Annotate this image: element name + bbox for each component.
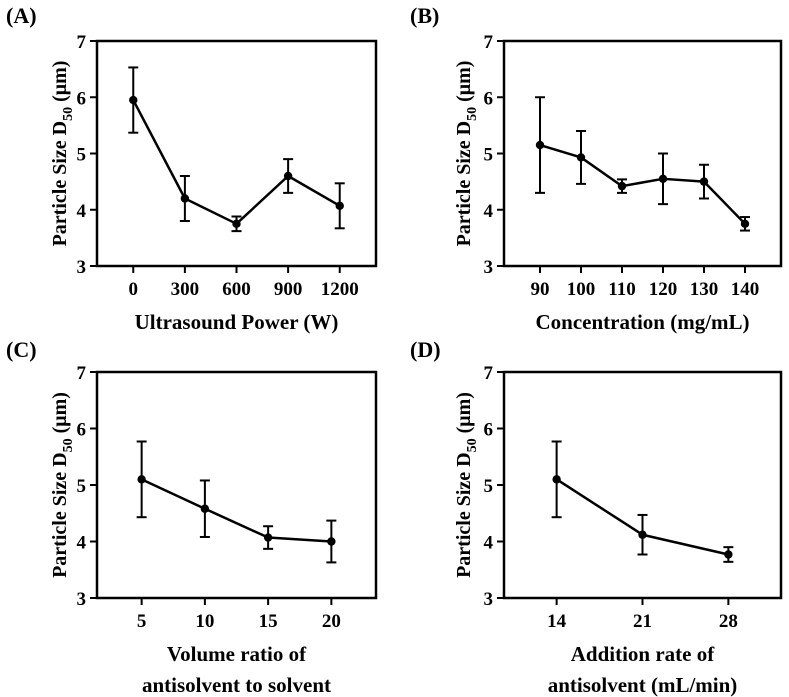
y-axis-title: Particle Size D50 (μm) <box>49 61 76 247</box>
x-tick-label: 140 <box>731 279 760 300</box>
plot-frame <box>95 370 378 600</box>
y-tick-label: 7 <box>77 32 87 53</box>
x-axis-title: antisolvent (mL/min) <box>548 673 738 697</box>
data-point <box>535 140 545 150</box>
y-axis-title-subscript: 50 <box>465 107 480 121</box>
series-line <box>539 143 746 225</box>
x-tick-label: 0 <box>129 279 139 300</box>
panel-label: (B) <box>410 3 439 28</box>
y-tick-label: 5 <box>484 145 494 166</box>
y-axis-title-subscript: 50 <box>61 107 76 121</box>
y-tick-label: 4 <box>77 201 87 222</box>
y-axis-title-main: Particle Size D <box>453 452 475 578</box>
y-tick-label: 5 <box>77 476 87 497</box>
data-point <box>724 550 733 559</box>
series-line <box>141 478 332 543</box>
y-tick-label: 3 <box>77 257 87 278</box>
x-tick-label: 5 <box>137 611 147 632</box>
y-axis-title: Particle Size D50 (μm) <box>453 392 480 578</box>
y-axis-title-unit: (μm) <box>453 61 475 107</box>
y-axis-title: Particle Size D50 (μm) <box>49 392 76 578</box>
data-point <box>129 95 138 105</box>
y-tick-label: 6 <box>484 88 494 109</box>
y-tick-label: 5 <box>484 476 494 497</box>
x-tick-label: 120 <box>649 279 678 300</box>
data-point <box>327 537 336 546</box>
plot-frame <box>502 39 783 268</box>
x-tick-label: 15 <box>259 611 278 632</box>
data-point <box>335 201 344 211</box>
x-tick-label: 1200 <box>321 279 359 300</box>
data-point <box>200 504 210 513</box>
y-tick-label: 7 <box>484 363 494 384</box>
x-tick-label: 14 <box>547 611 567 632</box>
x-tick-label: 600 <box>222 279 251 300</box>
y-axis-title-main: Particle Size D <box>49 121 71 247</box>
chart-panel-1: (A) 3 4 5 6 7 0 300 600 900 1200 Ultrasound Power (… <box>6 3 378 334</box>
chart-panel-2: (B) 3 4 5 6 7 90 100 110 120 130 140 Concentration (… <box>410 3 783 334</box>
y-tick-label: 3 <box>77 589 87 610</box>
data-point <box>283 171 293 181</box>
y-axis-title: Particle Size D50 (μm) <box>453 61 480 247</box>
data-point <box>552 475 561 484</box>
x-axis-title: Addition rate of <box>571 642 716 666</box>
y-tick-label: 4 <box>77 533 87 554</box>
data-point <box>576 153 586 162</box>
panel-label: (C) <box>6 337 37 362</box>
y-axis-title-subscript: 50 <box>61 438 76 452</box>
x-tick-label: 10 <box>195 611 214 632</box>
panel-label: (D) <box>410 337 441 362</box>
y-tick-label: 7 <box>484 32 494 53</box>
chart-panel-3: (C) 3 4 5 6 7 5 10 15 20 Volume ratio of antisolven… <box>6 337 378 697</box>
x-tick-label: 20 <box>322 611 341 632</box>
data-point <box>740 219 750 229</box>
data-point <box>263 533 273 542</box>
data-point <box>699 177 709 186</box>
series-line <box>132 99 341 226</box>
x-tick-label: 130 <box>690 279 719 300</box>
y-axis-title-unit: (μm) <box>453 392 475 438</box>
panel-label: (A) <box>6 3 37 28</box>
y-axis-title-unit: (μm) <box>49 61 71 107</box>
data-point <box>137 475 146 484</box>
x-axis-title: antisolvent to solvent <box>142 673 331 697</box>
data-point <box>617 181 627 191</box>
y-axis-title-main: Particle Size D <box>49 452 71 578</box>
x-axis-title: Concentration (mg/mL) <box>535 310 749 334</box>
x-tick-label: 300 <box>171 279 200 300</box>
y-tick-label: 3 <box>484 589 494 610</box>
x-axis-title: Ultrasound Power (W) <box>135 310 339 334</box>
y-tick-label: 5 <box>77 145 87 166</box>
y-tick-label: 7 <box>77 363 87 384</box>
y-tick-label: 6 <box>77 88 87 109</box>
y-tick-label: 4 <box>484 201 494 222</box>
y-tick-label: 6 <box>77 420 87 441</box>
x-tick-label: 110 <box>608 279 635 300</box>
data-point <box>232 219 241 229</box>
y-axis-title-subscript: 50 <box>465 438 480 452</box>
y-tick-label: 4 <box>484 533 494 554</box>
plot-frame <box>95 39 378 268</box>
x-tick-label: 100 <box>567 279 596 300</box>
y-axis-title-unit: (μm) <box>49 392 71 438</box>
plot-frame <box>502 370 783 600</box>
x-tick-label: 90 <box>531 279 550 300</box>
x-tick-label: 21 <box>633 611 652 632</box>
y-axis-title-main: Particle Size D <box>453 121 475 247</box>
y-tick-label: 6 <box>484 420 494 441</box>
x-tick-label: 900 <box>274 279 303 300</box>
data-point <box>180 194 190 203</box>
data-point <box>658 174 668 184</box>
data-point <box>638 530 647 539</box>
x-axis-title: Volume ratio of <box>167 642 307 666</box>
y-tick-label: 3 <box>484 257 494 278</box>
x-tick-label: 28 <box>719 611 738 632</box>
